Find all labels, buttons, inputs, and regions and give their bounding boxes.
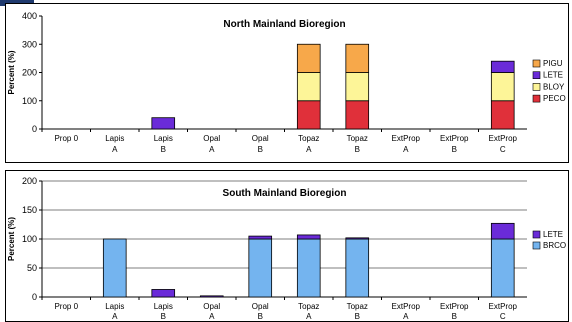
x-tick-label: B bbox=[355, 312, 360, 321]
bar-peco-6 bbox=[345, 100, 370, 130]
x-tick-label: Opal bbox=[252, 302, 269, 311]
x-tick-label: Opal bbox=[203, 302, 220, 311]
x-tick-label: B bbox=[452, 145, 457, 154]
x-tick-label: Topaz bbox=[298, 302, 319, 311]
x-tick-label: B bbox=[161, 145, 166, 154]
bar-brco-6 bbox=[345, 238, 370, 298]
legend-swatch bbox=[532, 71, 541, 79]
y-tick-label: 300 bbox=[22, 39, 37, 49]
y-tick-label: 200 bbox=[22, 68, 37, 78]
x-tick-label: A bbox=[112, 145, 118, 154]
chart-panel-south: South Mainland Bioregion Percent (%) 0 50 10… bbox=[5, 170, 569, 322]
bar-brco-4 bbox=[248, 238, 273, 298]
bar-lete-2 bbox=[151, 117, 176, 130]
bar-lete-9 bbox=[490, 222, 515, 240]
bar-pigu-5 bbox=[296, 43, 321, 73]
legend-label: LETE bbox=[543, 71, 563, 80]
bar-peco-9 bbox=[490, 100, 515, 130]
y-tick-label: 50 bbox=[27, 263, 37, 273]
y-tick-label: 200 bbox=[22, 176, 37, 186]
x-tick-label: Lapis bbox=[105, 134, 124, 143]
x-tick-label: A bbox=[112, 312, 118, 321]
x-tick-label: ExtProp bbox=[440, 134, 469, 143]
y-tick-label: 100 bbox=[22, 234, 37, 244]
x-tick-label: A bbox=[306, 312, 312, 321]
legend-label: PECO bbox=[543, 94, 566, 103]
x-tick-label: A bbox=[403, 145, 409, 154]
x-tick-label: Prop 0 bbox=[54, 134, 78, 143]
plot-area bbox=[42, 16, 527, 129]
y-tick-label: 0 bbox=[32, 124, 37, 134]
bar-brco-1 bbox=[102, 238, 127, 298]
bar-lete-9 bbox=[490, 60, 515, 73]
x-tick-label: A bbox=[209, 145, 215, 154]
x-tick-label: A bbox=[403, 312, 409, 321]
legend-label: BRCO bbox=[543, 241, 566, 250]
y-axis-label: Percent (%) bbox=[7, 50, 16, 94]
x-tick-label: Lapis bbox=[105, 302, 124, 311]
x-tick-label: Lapis bbox=[154, 134, 173, 143]
bar-lete-5 bbox=[296, 234, 321, 240]
legend-swatch bbox=[532, 94, 541, 103]
x-tick-label: Topaz bbox=[347, 302, 368, 311]
bar-brco-5 bbox=[296, 238, 321, 298]
y-tick-label: 400 bbox=[22, 11, 37, 21]
bar-peco-5 bbox=[296, 100, 321, 130]
chart-title: North Mainland Bioregion bbox=[223, 19, 345, 30]
x-tick-label: B bbox=[258, 312, 263, 321]
x-tick-label: B bbox=[355, 145, 360, 154]
y-axis-label: Percent (%) bbox=[7, 217, 16, 261]
bar-lete-2 bbox=[151, 289, 176, 298]
legend-swatch bbox=[532, 83, 541, 91]
legend-swatch bbox=[532, 59, 541, 68]
bar-lete-4 bbox=[248, 235, 273, 240]
x-tick-label: ExtProp bbox=[489, 302, 518, 311]
x-tick-label: ExtProp bbox=[392, 134, 421, 143]
x-tick-label: C bbox=[500, 145, 506, 154]
legend-swatch bbox=[532, 230, 541, 239]
chart-title: South Mainland Bioregion bbox=[223, 188, 347, 199]
y-tick-label: 150 bbox=[22, 205, 37, 215]
x-tick-label: C bbox=[500, 312, 506, 321]
x-tick-label: Prop 0 bbox=[54, 302, 78, 311]
chart-north: North Mainland Bioregion Percent (%) 0 100 2… bbox=[7, 11, 566, 154]
bar-lete-6 bbox=[345, 237, 370, 240]
x-tick-label: B bbox=[258, 145, 263, 154]
legend-label: LETE bbox=[543, 230, 563, 239]
legend-label: BLOY bbox=[543, 82, 565, 91]
x-tick-label: ExtProp bbox=[489, 134, 518, 143]
x-tick-label: A bbox=[209, 312, 215, 321]
bar-bloy-9 bbox=[490, 72, 515, 102]
chart-panel-north: North Mainland Bioregion Percent (%) 0 100 2… bbox=[5, 3, 569, 163]
y-tick-label: 0 bbox=[32, 292, 37, 302]
bar-pigu-6 bbox=[345, 43, 370, 73]
bar-bloy-6 bbox=[345, 72, 370, 102]
bar-lete-3 bbox=[199, 295, 224, 298]
chart-south: South Mainland Bioregion Percent (%) 0 50 10… bbox=[7, 176, 566, 321]
bar-brco-9 bbox=[490, 238, 515, 298]
bar-bloy-5 bbox=[296, 72, 321, 102]
x-tick-label: B bbox=[452, 312, 457, 321]
y-tick-label: 100 bbox=[22, 96, 37, 106]
x-tick-label: B bbox=[161, 312, 166, 321]
legend-label: PIGU bbox=[543, 59, 563, 68]
x-tick-label: Lapis bbox=[154, 302, 173, 311]
x-tick-label: Topaz bbox=[347, 134, 368, 143]
legend-swatch bbox=[532, 241, 541, 250]
x-tick-label: Opal bbox=[203, 134, 220, 143]
x-tick-label: ExtProp bbox=[440, 302, 469, 311]
x-tick-label: ExtProp bbox=[392, 302, 421, 311]
x-tick-label: A bbox=[306, 145, 312, 154]
x-tick-label: Opal bbox=[252, 134, 269, 143]
x-tick-label: Topaz bbox=[298, 134, 319, 143]
